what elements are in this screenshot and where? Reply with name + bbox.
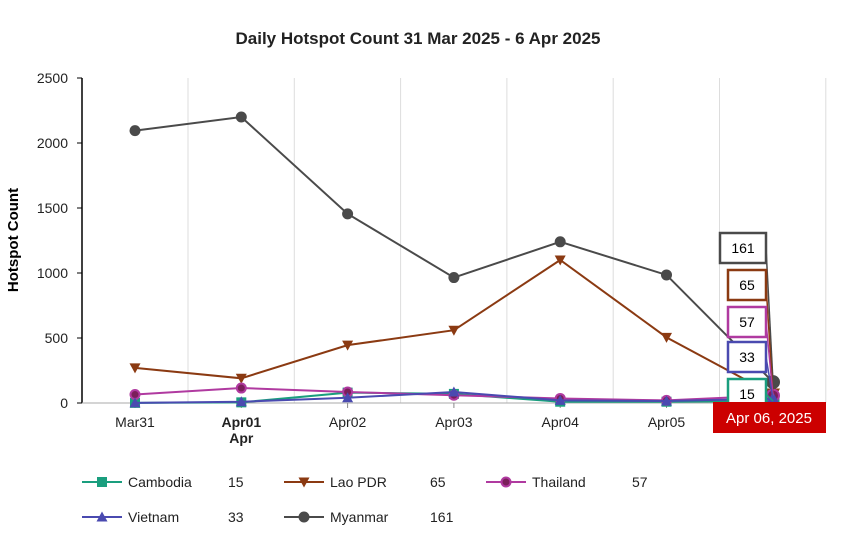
data-point	[235, 373, 247, 384]
x-tick-label: Apr03	[435, 414, 473, 430]
y-tick-label: 500	[45, 330, 69, 346]
tooltip-thailand: 57	[726, 305, 774, 396]
data-point	[661, 269, 672, 281]
y-tick-label: 1000	[37, 265, 68, 281]
legend-value: 57	[632, 474, 648, 490]
data-point	[661, 395, 672, 406]
y-tick-label: 2500	[37, 70, 68, 86]
legend-item-vietnam: Vietnam 33	[82, 509, 244, 525]
data-point	[554, 255, 566, 266]
legend-value: 65	[430, 474, 446, 490]
data-point	[342, 208, 354, 220]
data-point	[342, 340, 354, 351]
data-point	[661, 332, 672, 343]
tooltip-box	[726, 268, 768, 302]
plot-background	[82, 78, 826, 403]
data-point	[235, 396, 247, 407]
legend-swatch-marker	[298, 477, 310, 488]
legend-label: Lao PDR	[330, 474, 387, 490]
legend-label: Thailand	[532, 474, 586, 490]
tooltip-vietnam: 33	[726, 340, 774, 399]
data-point	[129, 125, 141, 137]
legend-swatch-marker	[97, 477, 107, 487]
data-point	[554, 236, 566, 248]
legend: Cambodia 15 Lao PDR 65 Thailand 57 Vietnam 33 My…	[82, 474, 648, 525]
x-highlight-box	[713, 402, 826, 433]
legend-label: Myanmar	[330, 509, 389, 525]
legend-swatch-marker	[298, 511, 310, 523]
series-lao-pdr	[129, 255, 780, 402]
tooltip-value: 65	[739, 277, 755, 293]
tooltip-value: 33	[739, 349, 755, 365]
x-tick-label: Apr04	[542, 414, 580, 430]
data-point	[235, 382, 247, 394]
tooltip-box	[718, 231, 768, 265]
data-point	[448, 386, 460, 397]
tooltip-box	[726, 305, 768, 339]
legend-label: Vietnam	[128, 509, 179, 525]
legend-item-myanmar: Myanmar 161	[284, 509, 454, 525]
x-tick-label: Apr02	[329, 414, 367, 430]
legend-item-thailand: Thailand 57	[486, 474, 648, 490]
legend-label: Cambodia	[128, 474, 192, 490]
legend-item-lao-pdr: Lao PDR 65	[284, 474, 446, 490]
y-axis-label: Hotspot Count	[5, 188, 22, 292]
data-point	[554, 394, 566, 405]
x-tick-label: Apr01	[221, 414, 261, 430]
data-point	[448, 325, 460, 336]
tooltip-myanmar: 161	[718, 231, 774, 383]
tooltip-value: 15	[739, 386, 755, 402]
y-ticks: 0 500 1000 1500 2000 2500	[37, 70, 82, 411]
chart-title: Daily Hotspot Count 31 Mar 2025 - 6 Apr …	[236, 29, 601, 48]
legend-item-cambodia: Cambodia 15	[82, 474, 244, 490]
legend-swatch-marker	[96, 511, 108, 522]
data-point	[448, 272, 460, 284]
data-point	[342, 392, 354, 403]
x-month-label: Apr	[229, 430, 254, 446]
x-highlight-label: Apr 06, 2025	[726, 410, 812, 427]
x-highlight: Apr 06, 2025	[713, 402, 826, 433]
tooltip-value: 161	[731, 240, 755, 256]
x-tick-label: Mar31	[115, 414, 155, 430]
tooltip-value: 57	[739, 314, 755, 330]
tooltips: 161 65 57 33 15	[718, 231, 774, 411]
legend-value: 33	[228, 509, 244, 525]
y-tick-label: 2000	[37, 135, 68, 151]
legend-value: 161	[430, 509, 454, 525]
data-point	[235, 111, 247, 123]
series	[129, 111, 780, 408]
y-tick-label: 1500	[37, 200, 68, 216]
data-point	[129, 397, 141, 408]
legend-value: 15	[228, 474, 244, 490]
tooltip-box	[726, 340, 768, 374]
x-tick-label: Apr05	[648, 414, 686, 430]
y-tick-label: 0	[60, 395, 68, 411]
legend-swatch-marker	[500, 476, 512, 488]
data-point	[129, 363, 141, 374]
